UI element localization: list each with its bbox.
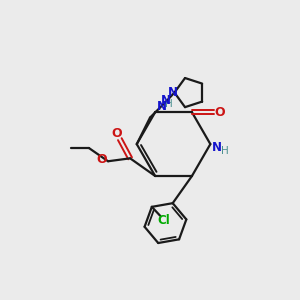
Text: N: N — [212, 141, 222, 154]
Text: H: H — [165, 99, 173, 109]
Text: N: N — [168, 86, 178, 99]
Text: N: N — [161, 94, 171, 107]
Text: Cl: Cl — [157, 214, 170, 227]
Text: O: O — [112, 128, 122, 140]
Text: O: O — [97, 153, 107, 166]
Text: O: O — [214, 106, 225, 119]
Text: N: N — [157, 100, 166, 113]
Text: H: H — [220, 146, 228, 157]
